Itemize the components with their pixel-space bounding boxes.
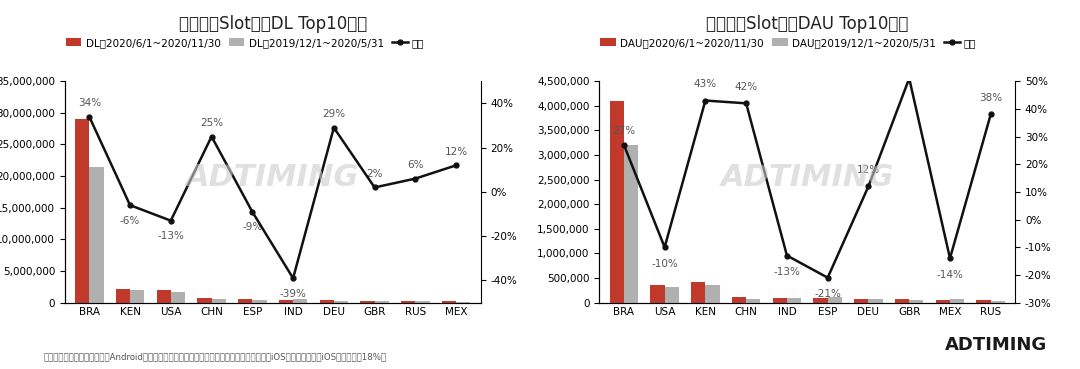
Bar xyxy=(198,298,212,303)
Bar xyxy=(854,299,868,303)
Bar xyxy=(895,299,909,303)
Text: 25%: 25% xyxy=(200,118,224,128)
Bar xyxy=(238,299,253,303)
Text: -13%: -13% xyxy=(158,231,185,241)
Bar xyxy=(456,301,471,303)
Bar xyxy=(90,166,104,303)
Bar xyxy=(990,301,1005,303)
Text: 2%: 2% xyxy=(366,169,383,179)
Text: -39%: -39% xyxy=(280,289,307,299)
Text: -6%: -6% xyxy=(120,215,140,226)
Bar xyxy=(279,300,293,303)
Bar xyxy=(772,298,787,303)
Text: 34%: 34% xyxy=(78,98,100,108)
Legend: DL：2020/6/1~2020/11/30, DL：2019/12/1~2020/5/31, 环比: DL：2020/6/1~2020/11/30, DL：2019/12/1~202… xyxy=(66,38,424,48)
Text: 38%: 38% xyxy=(980,93,1002,103)
Bar xyxy=(253,300,267,303)
Bar xyxy=(416,301,430,303)
Text: -9%: -9% xyxy=(242,222,262,232)
Text: ADTIMING: ADTIMING xyxy=(186,163,360,192)
Bar xyxy=(375,301,389,303)
Text: ADTIMING: ADTIMING xyxy=(720,163,894,192)
Text: -10%: -10% xyxy=(651,259,678,269)
Legend: DAU：2020/6/1~2020/11/30, DAU：2019/12/1~2020/5/31, 环比: DAU：2020/6/1~2020/11/30, DAU：2019/12/1~2… xyxy=(600,38,976,48)
Bar xyxy=(442,301,456,303)
Text: ADTIMING: ADTIMING xyxy=(945,336,1048,354)
Bar xyxy=(650,285,664,303)
Bar xyxy=(976,300,990,303)
Text: 单一题材Slot游戏DAU Top10地区: 单一题材Slot游戏DAU Top10地区 xyxy=(706,15,908,33)
Bar xyxy=(746,299,760,303)
Text: 6%: 6% xyxy=(407,160,423,170)
Text: ＊数据说明：由于中国市场的Android渠道复杂，故本报告中，所有中国市场相关数据，仅代表iOS市场。另：中国iOS的占比仅为18%。: ＊数据说明：由于中国市场的Android渠道复杂，故本报告中，所有中国市场相关数… xyxy=(43,353,387,362)
Text: -21%: -21% xyxy=(814,289,841,299)
Bar xyxy=(320,300,334,303)
Text: -14%: -14% xyxy=(936,270,963,280)
Bar xyxy=(827,297,842,303)
Text: -13%: -13% xyxy=(773,267,800,277)
Bar xyxy=(116,289,130,303)
Text: 42%: 42% xyxy=(734,82,758,92)
Bar xyxy=(868,299,882,303)
Bar xyxy=(334,301,348,303)
Bar xyxy=(624,145,638,303)
Bar xyxy=(705,285,719,303)
Text: 12%: 12% xyxy=(445,147,468,157)
Bar xyxy=(691,282,705,303)
Bar xyxy=(935,300,950,303)
Text: 27%: 27% xyxy=(612,126,635,136)
Bar xyxy=(732,297,746,303)
Bar xyxy=(401,301,416,303)
Text: 单一题材Slot游戏DL Top10地区: 单一题材Slot游戏DL Top10地区 xyxy=(178,15,367,33)
Bar xyxy=(609,101,624,303)
Bar xyxy=(75,119,90,303)
Bar xyxy=(813,298,827,303)
Bar xyxy=(130,290,145,303)
Text: 12%: 12% xyxy=(856,165,880,175)
Text: 43%: 43% xyxy=(693,79,717,89)
Bar xyxy=(664,287,679,303)
Text: 29%: 29% xyxy=(322,109,346,120)
Bar xyxy=(171,292,185,303)
Bar xyxy=(293,299,308,303)
Bar xyxy=(787,298,801,303)
Bar xyxy=(157,290,171,303)
Bar xyxy=(361,301,375,303)
Bar xyxy=(212,299,226,303)
Bar xyxy=(950,299,964,303)
Bar xyxy=(909,300,923,303)
